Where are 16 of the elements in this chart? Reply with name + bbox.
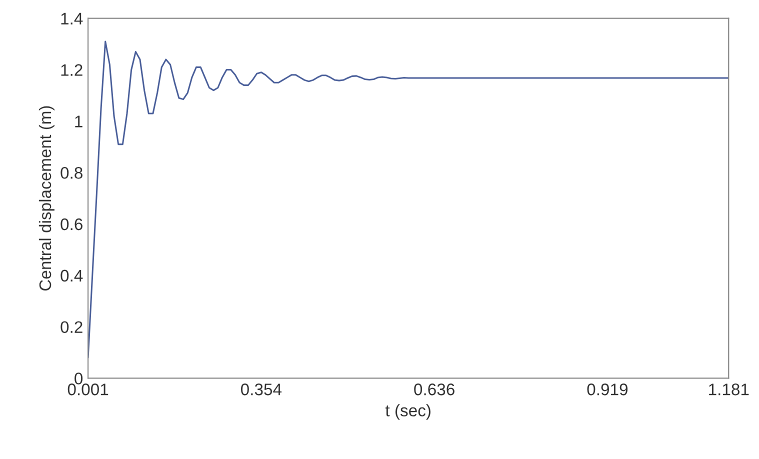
x-tick-label: 0.354 <box>240 384 282 396</box>
x-tick-label: 0.636 <box>414 384 454 396</box>
x-axis-title: t (sec) <box>385 404 430 420</box>
y-tick-label: 1.2 <box>61 64 82 76</box>
y-tick-label: 1 <box>75 116 82 128</box>
y-tick-label: 0.2 <box>60 321 82 334</box>
line-series <box>88 40 729 358</box>
y-tick-label: 1.4 <box>61 12 83 24</box>
y-tick-label: 0.6 <box>60 218 82 230</box>
y-tick-label: 0.8 <box>60 166 82 179</box>
y-tick-label: 0.4 <box>60 270 83 282</box>
y-tick-label: 0 <box>74 372 83 384</box>
y-axis-title: Central displacement (m) <box>38 106 54 291</box>
x-tick-label: 0.919 <box>587 384 628 396</box>
x-tick-label: 1.181 <box>709 384 749 396</box>
x-tick-label: 0.001 <box>68 384 108 396</box>
